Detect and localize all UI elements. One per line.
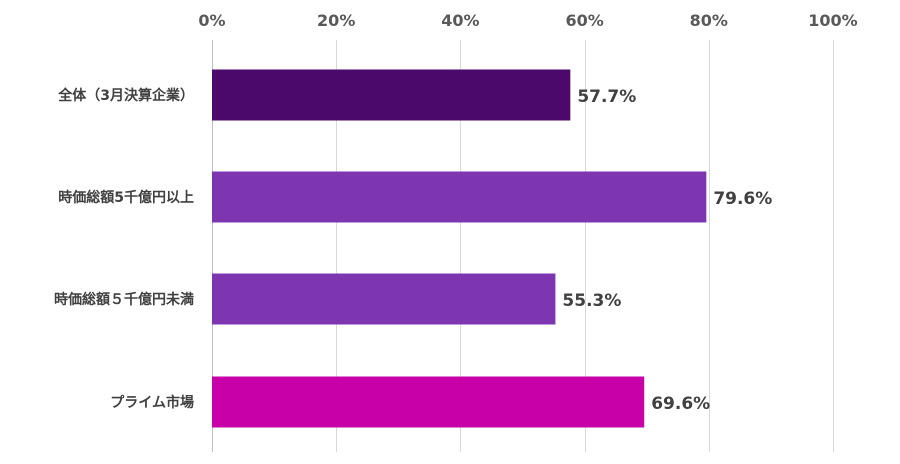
bar	[212, 171, 707, 223]
x-tick-label: 60%	[565, 11, 603, 30]
category-label: 時価総額5千億円以上	[58, 189, 194, 206]
x-tick-label: 0%	[198, 11, 225, 30]
bars	[212, 69, 707, 428]
x-axis-ticks: 0% 20% 40% 60% 80% 100%	[198, 11, 857, 30]
category-label: 時価総額５千億円未満	[54, 291, 194, 308]
bar	[212, 69, 571, 121]
data-label: 57.7%	[577, 87, 636, 107]
bar	[212, 376, 645, 428]
bar	[212, 273, 556, 325]
x-tick-label: 80%	[690, 11, 728, 30]
x-tick-label: 20%	[317, 11, 355, 30]
x-tick-label: 100%	[808, 11, 857, 30]
x-tick-label: 40%	[441, 11, 479, 30]
category-label: 全体（3月決算企業）	[57, 87, 194, 104]
data-label: 55.3%	[562, 291, 621, 311]
data-label: 69.6%	[651, 394, 710, 414]
category-label: プライム市場	[110, 394, 194, 411]
data-label: 79.6%	[713, 189, 772, 209]
data-labels: 57.7% 79.6% 55.3% 69.6%	[562, 87, 772, 414]
